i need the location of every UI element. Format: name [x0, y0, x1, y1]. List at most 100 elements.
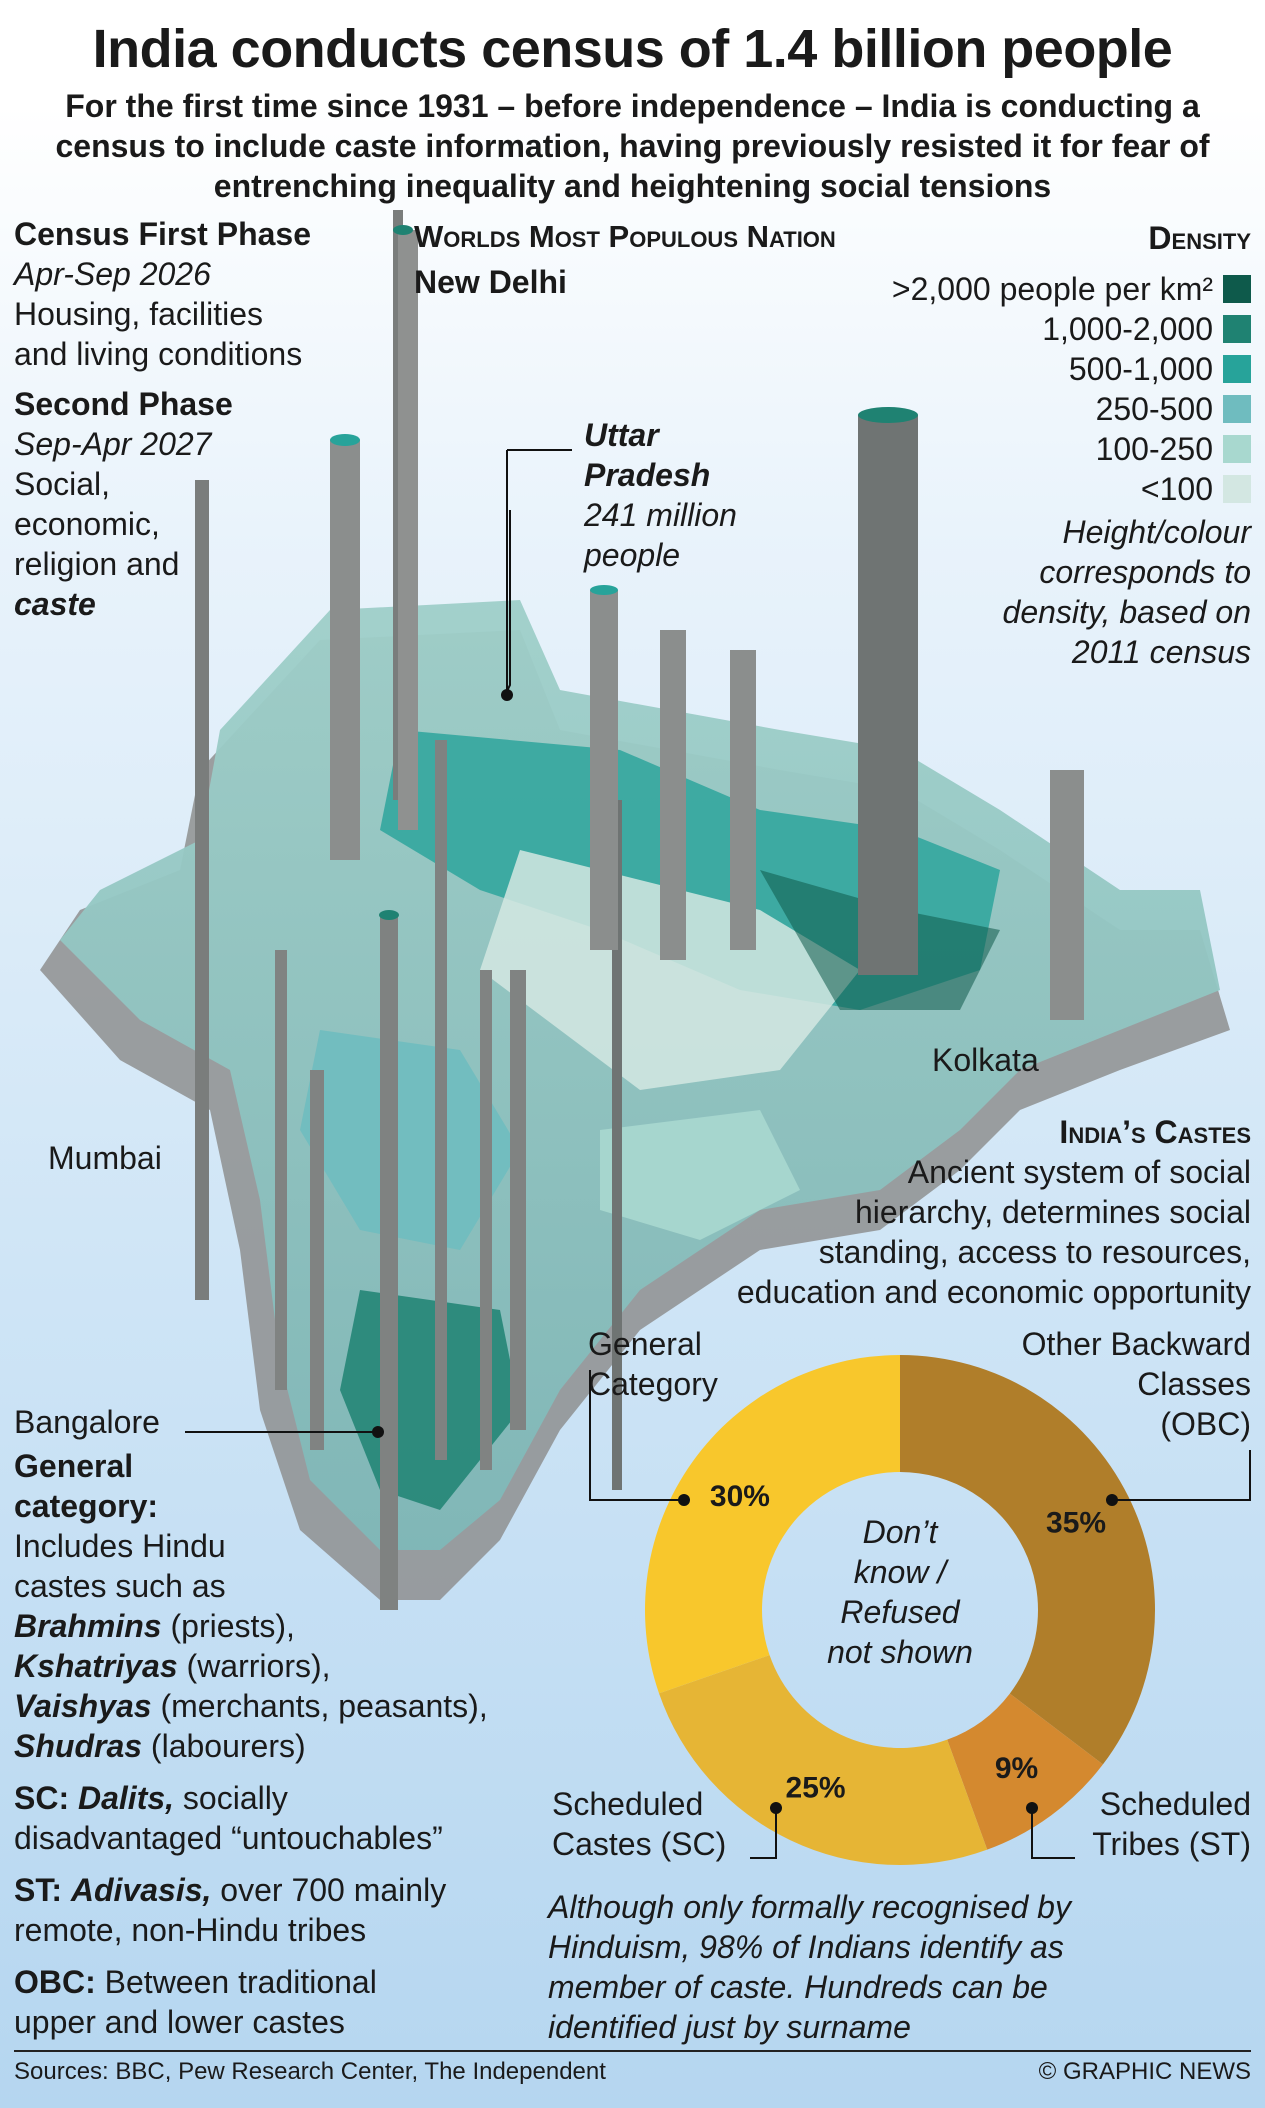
glossary-general-1: Includes Hindu — [14, 1528, 226, 1564]
legend-label: 1,000-2,000 — [1042, 310, 1213, 347]
obc-desc-1: Between traditional — [95, 1964, 377, 2000]
label-mumbai: Mumbai — [48, 1140, 162, 1176]
term-dalits: Dalits, — [78, 1780, 175, 1816]
phase1-dates: Apr-Sep 2026 — [14, 256, 211, 292]
castes-desc-4: education and economic opportunity — [736, 1274, 1251, 1310]
glossary-brahmins: Brahmins (priests), — [14, 1606, 554, 1646]
legend-swatch — [1223, 315, 1251, 343]
legend-row: 500-1,000 — [1069, 351, 1251, 387]
st-abbrev: ST: — [14, 1872, 71, 1908]
glossary-general-2: castes such as — [14, 1568, 226, 1604]
st-desc-1: over 700 mainly — [211, 1872, 447, 1908]
uttar-pradesh-pop-1: 241 million — [584, 497, 737, 533]
phase2-desc-line2: economic, — [14, 506, 160, 542]
density-note-2: corresponds to — [1039, 554, 1251, 590]
sc-label-1: Scheduled — [552, 1786, 704, 1822]
glossary-general-title-2: category: — [14, 1488, 159, 1524]
donut-slices — [645, 1355, 1155, 1865]
legend-row: <100 — [1140, 470, 1251, 507]
term-brahmins: Brahmins — [14, 1608, 162, 1644]
phase1-desc-line2: and living conditions — [14, 336, 303, 372]
legend-label: >2,000 people per km² — [891, 270, 1213, 307]
legend-row: >2,000 people per km² — [891, 270, 1251, 307]
uttar-pradesh-name-1: Uttar — [584, 417, 659, 453]
donut-value-label: 30% — [710, 1480, 770, 1513]
term-shudras: Shudras — [14, 1728, 143, 1764]
phase2-desc-line3: religion and — [14, 546, 180, 582]
density-note-1: Height/colour — [1062, 514, 1251, 550]
castes-desc-2: hierarchy, determines social — [854, 1194, 1251, 1230]
term-kshatriyas: Kshatriyas — [14, 1648, 178, 1684]
legend-row: 100-250 — [1095, 430, 1251, 467]
castes-desc-1: Ancient system of social — [907, 1154, 1251, 1190]
center-text-1: Don’t — [862, 1514, 938, 1550]
label-general-category: General Category — [588, 1324, 718, 1404]
density-legend-title: Density — [1148, 220, 1251, 256]
glossary-obc: OBC: Between traditional — [14, 1962, 554, 2002]
donut-slice-1 — [900, 1355, 1155, 1765]
desc-vaishyas: (merchants, peasants), — [151, 1688, 488, 1724]
obc-label-2: Classes — [1137, 1366, 1251, 1402]
desc-shudras: (labourers) — [142, 1728, 306, 1764]
label-bangalore: Bangalore — [14, 1404, 160, 1440]
legend-swatch — [1223, 435, 1251, 463]
term-adivasis: Adivasis, — [70, 1872, 212, 1908]
legend-label: 250-500 — [1095, 390, 1213, 427]
caste-note: Although only formally recognised by Hin… — [548, 1887, 1071, 2047]
legend-label: <100 — [1140, 470, 1213, 507]
uttar-pradesh-pop-2: people — [584, 537, 681, 573]
glossary-st: ST: Adivasis, over 700 mainly — [14, 1870, 554, 1910]
sc-label-2: Castes (SC) — [552, 1826, 727, 1862]
donut-value-labels: 35% 9% 25% 30% — [710, 1480, 1106, 1804]
label-new-delhi: New Delhi — [414, 264, 567, 300]
donut-slice-2 — [947, 1693, 1103, 1850]
caste-donut-chart: 35% 9% 25% 30% — [645, 1355, 1155, 1865]
page-title: India conducts census of 1.4 billion peo… — [92, 19, 1173, 79]
legend-swatch — [1223, 475, 1251, 503]
india-density-map — [40, 210, 1230, 1610]
label-kolkata: Kolkata — [932, 1042, 1039, 1078]
legend-row: 1,000-2,000 — [1042, 310, 1251, 347]
caste-note-1: Although only formally recognised by — [548, 1889, 1071, 1925]
phase2-dates: Sep-Apr 2027 — [14, 426, 212, 462]
obc-desc-2: upper and lower castes — [14, 2004, 345, 2040]
obc-label-1: Other Backward — [1021, 1326, 1251, 1362]
uttar-pradesh-name-2: Pradesh — [584, 457, 711, 493]
desc-kshatriyas: (warriors), — [177, 1648, 331, 1684]
sc-desc-2: disadvantaged “untouchables” — [14, 1820, 443, 1856]
legend-row: 250-500 — [1095, 390, 1251, 427]
donut-slice-3 — [659, 1655, 988, 1865]
glossary-kshatriyas: Kshatriyas (warriors), — [14, 1646, 554, 1686]
sc-abbrev: SC: — [14, 1780, 78, 1816]
general-category-1: General — [588, 1326, 702, 1362]
glossary-general-title-1: General — [14, 1448, 134, 1484]
donut-slice-4 — [645, 1355, 900, 1694]
caste-note-3: member of caste. Hundreds can be — [548, 1969, 1048, 2005]
legend-swatch — [1223, 275, 1251, 303]
general-category-2: Category — [588, 1366, 718, 1402]
st-label-2: Tribes (ST) — [1092, 1826, 1251, 1862]
glossary-vaishyas: Vaishyas (merchants, peasants), — [14, 1686, 554, 1726]
obc-abbrev: OBC: — [14, 1964, 96, 2000]
donut-value-label: 9% — [995, 1752, 1038, 1785]
castes-desc-3: standing, access to resources, — [818, 1234, 1251, 1270]
density-note-3: density, based on — [1002, 594, 1251, 630]
label-st: Scheduled Tribes (ST) — [1092, 1784, 1251, 1864]
caste-note-4: identified just by surname — [548, 2009, 911, 2045]
caste-glossary: General category: Includes Hindu castes … — [14, 1446, 554, 2042]
center-text-2: know / — [853, 1554, 947, 1590]
obc-label-3: (OBC) — [1160, 1406, 1251, 1442]
phase2-title: Second Phase — [14, 386, 233, 422]
center-text-3: Refused — [840, 1594, 960, 1630]
footer-credit: © GRAPHIC NEWS — [1038, 2058, 1251, 2085]
label-obc: Other Backward Classes (OBC) — [1022, 1324, 1251, 1444]
legend-label: 100-250 — [1095, 430, 1213, 467]
legend-swatch — [1223, 355, 1251, 383]
label-sc: Scheduled Castes (SC) — [552, 1784, 726, 1864]
phase1-title: Census First Phase — [14, 216, 311, 252]
sc-desc-1: socially — [174, 1780, 288, 1816]
phase2-desc-line1: Social, — [14, 466, 111, 502]
castes-intro: India’s Castes Ancient system of social … — [737, 1112, 1251, 1312]
desc-brahmins: (priests), — [161, 1608, 295, 1644]
